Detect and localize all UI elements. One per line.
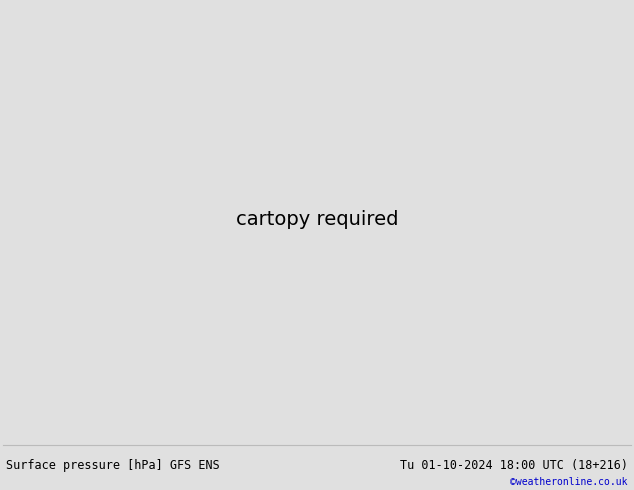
Text: ©weatheronline.co.uk: ©weatheronline.co.uk xyxy=(510,477,628,488)
Text: Tu 01-10-2024 18:00 UTC (18+216): Tu 01-10-2024 18:00 UTC (18+216) xyxy=(399,459,628,472)
Text: Surface pressure [hPa] GFS ENS: Surface pressure [hPa] GFS ENS xyxy=(6,459,220,472)
Text: cartopy required: cartopy required xyxy=(236,210,398,229)
